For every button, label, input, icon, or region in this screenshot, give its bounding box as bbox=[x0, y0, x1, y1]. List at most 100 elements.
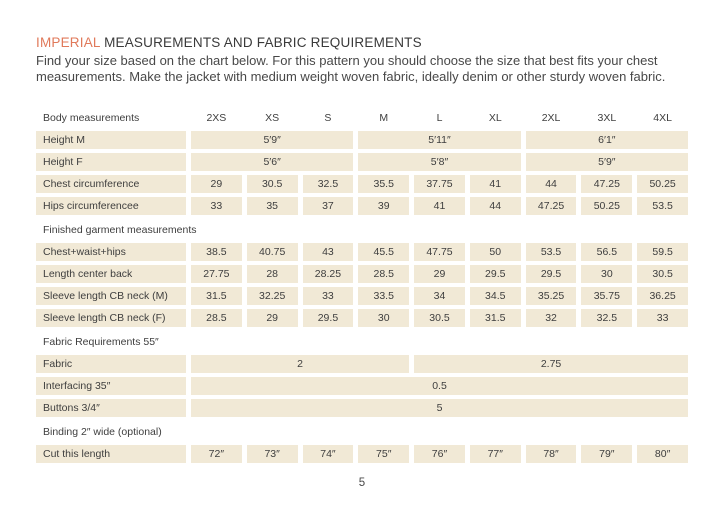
value-cell: 6′1″ bbox=[525, 131, 688, 149]
value-cell: 37.75 bbox=[414, 175, 465, 193]
row-label-cell: Fabric bbox=[36, 355, 186, 373]
row-label-cell: Length center back bbox=[36, 265, 186, 283]
value-cell: 28 bbox=[246, 265, 298, 283]
value-cell: 27.75 bbox=[191, 265, 242, 283]
value-cell: 44 bbox=[525, 175, 577, 193]
value-cell: 34 bbox=[414, 287, 465, 305]
row-label-cell: Cut this length bbox=[36, 445, 186, 463]
section-header: Finished garment measurements bbox=[43, 224, 197, 236]
value-cell: 43 bbox=[302, 243, 354, 261]
value-cell: 2 bbox=[191, 355, 410, 373]
section-header: Binding 2″ wide (optional) bbox=[43, 426, 162, 438]
value-cell: 5′6″ bbox=[191, 153, 354, 171]
value-cell: 5′9″ bbox=[525, 153, 688, 171]
value-cell: 76″ bbox=[414, 445, 465, 463]
value-cell: 50.25 bbox=[581, 197, 633, 215]
value-cell: 79″ bbox=[581, 445, 633, 463]
value-cell: 28.5 bbox=[191, 309, 242, 327]
row-label-cell: Buttons 3/4″ bbox=[36, 399, 186, 417]
value-cell: 30 bbox=[358, 309, 410, 327]
value-cell: 29 bbox=[246, 309, 298, 327]
intro-line-2: measurements. Make the jacket with mediu… bbox=[36, 69, 666, 84]
value-cell: 29.5 bbox=[302, 309, 354, 327]
value-cell: 53.5 bbox=[637, 197, 688, 215]
value-cell: 78″ bbox=[525, 445, 577, 463]
size-column-header: XL bbox=[488, 112, 502, 124]
value-cell: 41 bbox=[469, 175, 521, 193]
value-cell: 29.5 bbox=[469, 265, 521, 283]
value-cell: 32.5 bbox=[581, 309, 633, 327]
size-column-header: 2XL bbox=[541, 112, 561, 124]
table-row: Height M 5′9″ 5′11″ 6′1″ bbox=[36, 131, 688, 149]
value-cell: 30.5 bbox=[246, 175, 298, 193]
value-cell: 35.25 bbox=[525, 287, 577, 305]
value-cell: 47.75 bbox=[414, 243, 465, 261]
value-cell: 5′11″ bbox=[358, 131, 521, 149]
value-cell: 28.25 bbox=[302, 265, 354, 283]
value-cell: 77″ bbox=[469, 445, 521, 463]
value-cell: 40.75 bbox=[246, 243, 298, 261]
page-number: 5 bbox=[358, 477, 366, 489]
table-row: Length center back 27.75 28 28.25 28.5 29 29.5… bbox=[36, 265, 688, 283]
value-cell: 5′9″ bbox=[191, 131, 354, 149]
value-cell: 29 bbox=[414, 265, 465, 283]
table-row: Cut this length 72″ 73″ 74″ 75″ 76″ 77″ 78″ 79″ 8… bbox=[36, 445, 688, 463]
value-cell: 30.5 bbox=[637, 265, 688, 283]
table-row: Sleeve length CB neck (F) 28.5 29 29.5 30 30.… bbox=[36, 309, 688, 327]
value-cell: 35.75 bbox=[581, 287, 633, 305]
value-cell: 31.5 bbox=[469, 309, 521, 327]
page-title-rest: MEASUREMENTS AND FABRIC REQUIREMENTS bbox=[100, 35, 422, 50]
row-label-cell: Height M bbox=[36, 131, 186, 149]
row-label-cell: Chest+waist+hips bbox=[36, 243, 186, 261]
table-row: Sleeve length CB neck (M) 31.5 32.25 33 33.5… bbox=[36, 287, 688, 305]
row-label-cell: Chest circumference bbox=[36, 175, 186, 193]
value-cell: 72″ bbox=[191, 445, 242, 463]
size-column-header: 2XS bbox=[206, 112, 227, 124]
value-cell: 32.5 bbox=[302, 175, 354, 193]
value-cell: 33 bbox=[302, 287, 354, 305]
value-cell: 31.5 bbox=[191, 287, 242, 305]
value-cell: 33.5 bbox=[358, 287, 410, 305]
page-title: IMPERIAL MEASUREMENTS AND FABRIC REQUIRE… bbox=[36, 36, 688, 50]
document-page: IMPERIAL MEASUREMENTS AND FABRIC REQUIRE… bbox=[36, 36, 688, 489]
table-corner-label: Body measurements bbox=[43, 112, 140, 124]
table-row: Chest+waist+hips 38.5 40.75 43 45.5 47.75 50 53… bbox=[36, 243, 688, 261]
value-cell: 80″ bbox=[637, 445, 688, 463]
value-cell: 50.25 bbox=[637, 175, 688, 193]
table-row: Height F 5′6″ 5′8″ 5′9″ bbox=[36, 153, 688, 171]
value-cell: 47.25 bbox=[525, 197, 577, 215]
table-header-row: Body measurements 2XS XS S M L XL 2XL 3XL 4XL bbox=[36, 109, 688, 127]
row-label-cell: Interfacing 35″ bbox=[36, 377, 186, 395]
value-cell: 37 bbox=[302, 197, 354, 215]
value-cell: 47.25 bbox=[581, 175, 633, 193]
value-cell: 33 bbox=[191, 197, 242, 215]
page-title-highlight: IMPERIAL bbox=[36, 35, 101, 50]
intro-line-1: Find your size based on the chart below.… bbox=[36, 53, 658, 68]
value-cell: 45.5 bbox=[358, 243, 410, 261]
value-cell: 29 bbox=[191, 175, 242, 193]
table-row: Fabric 2 2.75 bbox=[36, 355, 688, 373]
table-row: Chest circumference 29 30.5 32.5 35.5 37.75 41… bbox=[36, 175, 688, 193]
size-column-header: XS bbox=[265, 112, 280, 124]
value-cell: 0.5 bbox=[191, 377, 688, 395]
size-table: Body measurements 2XS XS S M L XL 2XL 3XL 4XL Heig… bbox=[36, 109, 688, 463]
value-cell: 32 bbox=[525, 309, 577, 327]
row-label-cell: Sleeve length CB neck (F) bbox=[36, 309, 186, 327]
value-cell: 5′8″ bbox=[358, 153, 521, 171]
value-cell: 30 bbox=[581, 265, 633, 283]
value-cell: 39 bbox=[358, 197, 410, 215]
value-cell: 28.5 bbox=[358, 265, 410, 283]
value-cell: 34.5 bbox=[469, 287, 521, 305]
value-cell: 30.5 bbox=[414, 309, 465, 327]
value-cell: 38.5 bbox=[191, 243, 242, 261]
value-cell: 32.25 bbox=[246, 287, 298, 305]
value-cell: 50 bbox=[469, 243, 521, 261]
row-label-cell: Sleeve length CB neck (M) bbox=[36, 287, 186, 305]
value-cell: 35.5 bbox=[358, 175, 410, 193]
value-cell: 53.5 bbox=[525, 243, 577, 261]
value-cell: 56.5 bbox=[581, 243, 633, 261]
value-cell: 29.5 bbox=[525, 265, 577, 283]
table-row: Hips circumferencee 33 35 37 39 41 44 47.25 50.2… bbox=[36, 197, 688, 215]
row-label-cell: Height F bbox=[36, 153, 186, 171]
value-cell: 35 bbox=[246, 197, 298, 215]
